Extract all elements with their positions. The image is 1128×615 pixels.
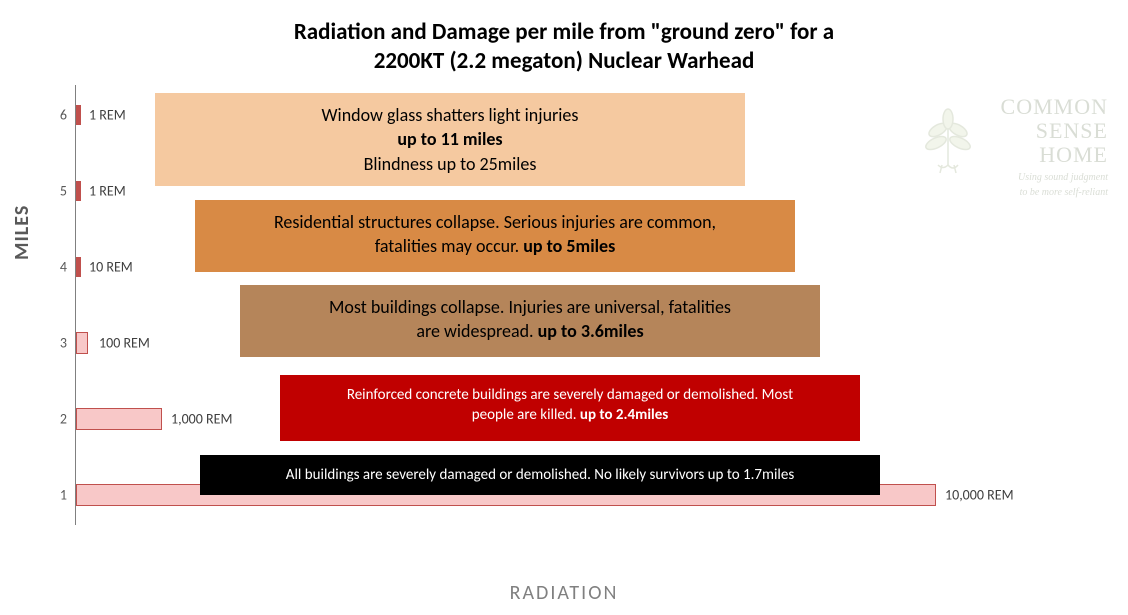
y-tick: 1 (47, 486, 67, 503)
plant-icon (918, 105, 978, 175)
y-axis-label: MILES (10, 205, 34, 260)
logo-tag-2: to be more self-reliant (948, 187, 1108, 198)
box-2: All buildings are severely damaged or de… (200, 455, 880, 495)
box-5: Residential structures collapse. Serious… (195, 200, 795, 272)
bar-tick (76, 105, 81, 125)
radiation-bar (76, 332, 88, 354)
bar-label: 10 REM (89, 259, 133, 276)
y-axis-line (75, 85, 76, 525)
y-tick: 6 (47, 107, 67, 124)
bar-label: 1 REM (89, 183, 126, 200)
box-6: Window glass shatters light injuriesup t… (155, 93, 745, 186)
bar-tick (76, 257, 81, 277)
box-3: Reinforced concrete buildings are severe… (280, 375, 860, 441)
radiation-bar (76, 408, 162, 430)
y-tick: 2 (47, 410, 67, 427)
y-tick: 4 (47, 259, 67, 276)
bar-label: 10,000 REM (945, 486, 1014, 503)
title-line-2: 2200KT (2.2 megaton) Nuclear Warhead (0, 47, 1128, 76)
y-tick: 3 (47, 334, 67, 351)
chart-title: Radiation and Damage per mile from "grou… (0, 0, 1128, 76)
y-tick: 5 (47, 183, 67, 200)
box-4: Most buildings collapse. Injuries are un… (240, 285, 820, 357)
bar-label: 1,000 REM (171, 410, 232, 427)
bar-tick (76, 181, 81, 201)
watermark-logo: COMMON SENSE HOME Using sound judgment t… (948, 95, 1108, 198)
bar-label: 1 REM (89, 107, 126, 124)
title-line-1: Radiation and Damage per mile from "grou… (0, 18, 1128, 47)
x-axis-label: RADIATION (0, 581, 1128, 605)
bar-label: 100 REM (99, 334, 150, 351)
